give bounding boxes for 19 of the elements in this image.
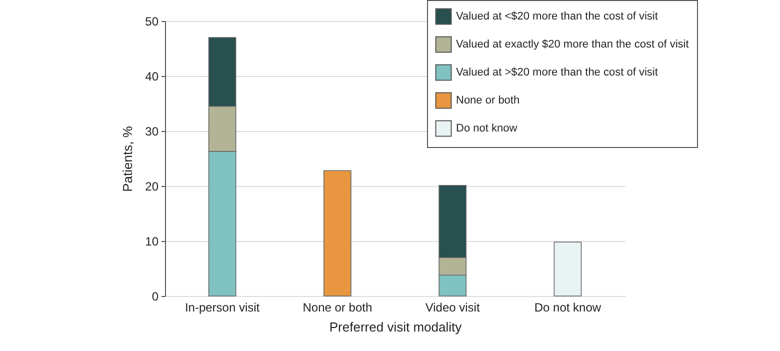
legend-label: Valued at >$20 more than the cost of visit — [456, 66, 658, 78]
legend-label: Valued at <$20 more than the cost of visit — [456, 10, 658, 22]
y-axis-title: Patients, % — [120, 126, 136, 192]
x-tick-label: None or both — [302, 300, 372, 314]
y-tick-label: 40 — [145, 70, 159, 84]
x-tick-label: Video visit — [425, 300, 480, 314]
x-tick-label: Do not know — [534, 300, 602, 314]
y-tick-label: 50 — [145, 14, 159, 28]
y-tick-label: 20 — [145, 180, 159, 194]
legend-label: None or both — [456, 94, 520, 106]
y-tick-label: 10 — [145, 234, 159, 248]
x-axis-title: Preferred visit modality — [329, 320, 462, 334]
y-tick-label: 0 — [152, 290, 159, 304]
legend-label: Do not know — [456, 122, 518, 134]
legend-label: Valued at exactly $20 more than the cost of visit — [456, 38, 689, 50]
y-tick-label: 30 — [145, 124, 159, 138]
x-tick-label: In-person visit — [184, 300, 260, 314]
bar — [324, 170, 352, 296]
bar — [554, 242, 582, 296]
